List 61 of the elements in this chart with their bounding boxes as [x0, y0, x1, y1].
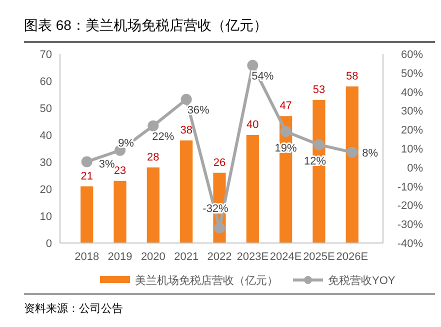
y2-tick-label: 60% — [400, 49, 424, 61]
data-label: 54% — [252, 70, 274, 82]
data-label: 40 — [246, 119, 259, 131]
y-tick-label: 60 — [40, 76, 52, 88]
y-tick-label: 50 — [40, 103, 52, 115]
y-tick-label: 40 — [40, 130, 52, 142]
y2-tick-label: 10% — [400, 144, 424, 156]
data-label: 26 — [213, 156, 226, 169]
y2-tick-label: 30% — [400, 106, 424, 118]
bar — [180, 140, 193, 243]
data-label: 47 — [280, 100, 292, 112]
y2-tick-label: 50% — [400, 68, 424, 80]
data-label: 28 — [147, 151, 160, 164]
point — [247, 60, 258, 71]
chart-title: 图表 68：美兰机场免税店营收（亿元） — [24, 17, 268, 33]
y2-tick-label: 0% — [407, 162, 424, 174]
y2-tick-label: -30% — [397, 219, 424, 232]
point — [280, 126, 292, 137]
data-label: 21 — [80, 170, 93, 182]
legend-label: 美兰机场免税店营收（亿元） — [135, 274, 278, 287]
y-tick-label: 0 — [46, 238, 52, 250]
legend-label: 免税营收YOY — [328, 274, 396, 287]
point — [148, 120, 159, 132]
y2-tick-label: -40% — [397, 238, 424, 250]
y-tick-label: 20 — [40, 184, 52, 196]
bar — [146, 167, 160, 243]
bar — [80, 186, 94, 243]
bar — [346, 86, 358, 243]
x-tick-label: 2020 — [140, 251, 166, 263]
data-label: 22% — [152, 130, 174, 143]
data-label: 8% — [362, 147, 378, 160]
data-label: 3% — [98, 158, 116, 171]
x-tick-label: 2022 — [207, 251, 232, 263]
data-label: 38 — [180, 124, 192, 136]
y-tick-label: 30 — [40, 157, 52, 169]
y-tick-label: 10 — [40, 211, 52, 223]
y-tick-label: 70 — [40, 49, 52, 61]
point — [214, 222, 225, 234]
x-tick-label: 2024E — [270, 251, 302, 263]
x-tick-label: 2021 — [174, 251, 199, 263]
data-label: 9% — [118, 137, 134, 150]
y2-tick-label: 20% — [400, 124, 424, 137]
y2-tick-label: 40% — [400, 86, 424, 99]
point — [346, 146, 358, 158]
x-tick-label: 2019 — [108, 251, 132, 263]
point — [313, 139, 324, 150]
point — [180, 94, 192, 105]
y2-tick-label: -10% — [397, 181, 424, 194]
x-tick-label: 2026E — [336, 251, 368, 263]
x-tick-label: 2018 — [74, 251, 100, 263]
point — [81, 156, 92, 168]
y2-tick-label: -20% — [397, 200, 424, 212]
x-tick-label: 2025E — [303, 251, 335, 263]
bar — [246, 135, 259, 243]
data-label: 53 — [312, 84, 326, 96]
x-tick-label: 2023E — [236, 251, 269, 263]
data-label: 23 — [114, 164, 126, 177]
data-label: 36% — [187, 104, 210, 116]
bar — [114, 180, 126, 243]
text: 资料来源：公司公告 — [24, 302, 123, 315]
data-label: 58 — [346, 70, 358, 82]
